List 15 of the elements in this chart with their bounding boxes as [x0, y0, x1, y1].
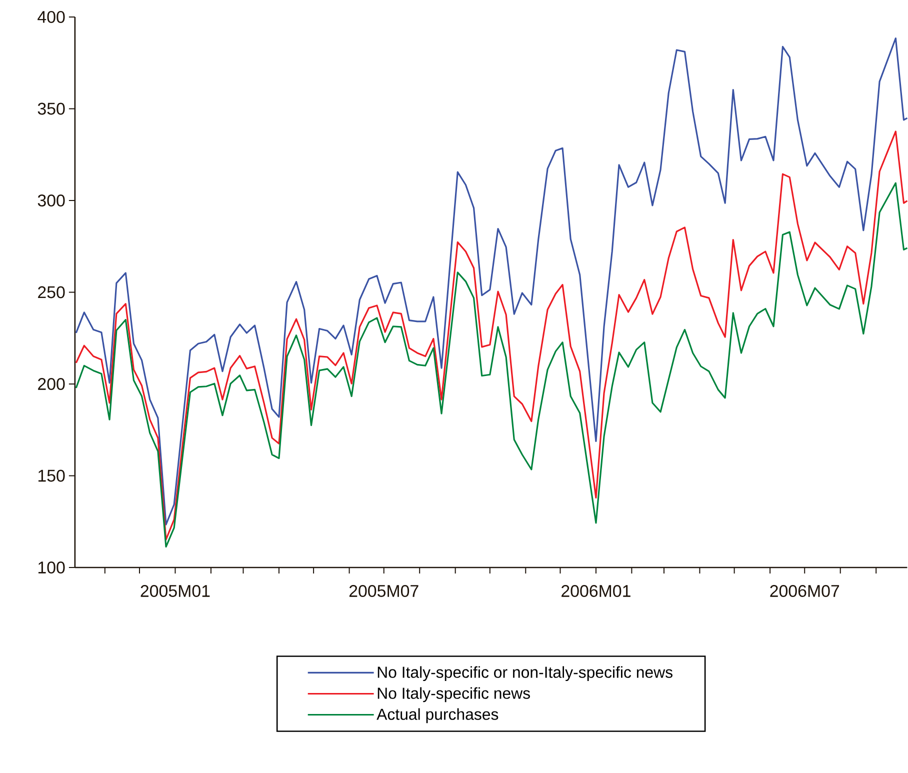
- x-tick-label: 2005M01: [140, 584, 210, 597]
- x-tick-label: 2006M07: [770, 584, 840, 597]
- x-tick-label: 2005M07: [349, 584, 418, 597]
- y-tick-label: 400: [38, 10, 65, 23]
- legend-label: No Italy-specific or non-Italy-specific news: [378, 666, 672, 681]
- y-tick-label: 100: [38, 561, 65, 574]
- legend-label: No Italy-specific news: [378, 687, 530, 702]
- legend-label: Actual purchases: [376, 708, 498, 723]
- x-tick-label: 2006M01: [562, 584, 630, 597]
- y-tick-label: 250: [38, 286, 65, 298]
- y-tick-label: 200: [38, 378, 65, 390]
- y-tick-label: 350: [38, 102, 65, 115]
- line-series: [75, 37, 908, 526]
- y-tick-label: 300: [38, 194, 65, 206]
- y-tick-label: 150: [38, 470, 65, 482]
